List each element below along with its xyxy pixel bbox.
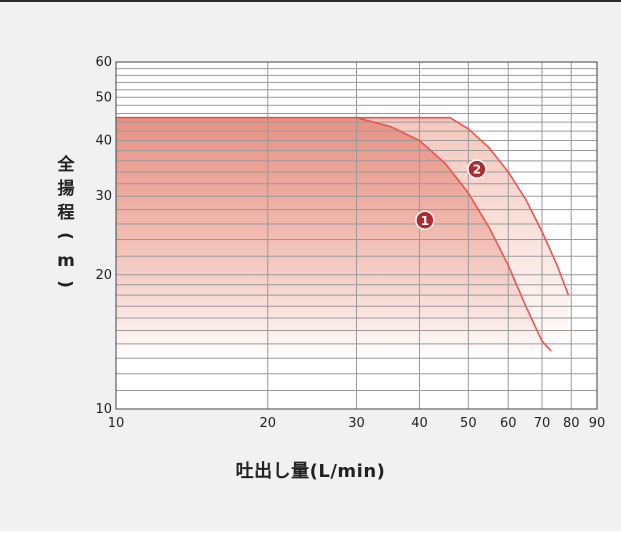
- x-tick-label: 10: [108, 416, 125, 431]
- y-tick-label: 30: [95, 189, 112, 204]
- curve-2-marker: [467, 159, 487, 179]
- curve-1-area: [116, 117, 552, 359]
- y-axis-label-char: 程: [58, 203, 75, 223]
- x-tick-label: 20: [259, 416, 276, 431]
- y-axis-label-char: m: [57, 251, 75, 271]
- y-axis-label-char: 全: [57, 154, 76, 175]
- x-tick-label: 40: [411, 416, 428, 431]
- curve-2-line: [116, 116, 570, 296]
- y-tick-label: 40: [95, 134, 112, 149]
- y-tick-label: 20: [95, 268, 112, 283]
- plot-frame: [115, 61, 598, 410]
- x-tick-label: 30: [348, 416, 365, 431]
- y-tick-label: 10: [95, 402, 112, 417]
- curve-1-line: [116, 116, 552, 352]
- x-tick-label: 60: [500, 416, 517, 431]
- x-tick-label: 80: [563, 416, 580, 431]
- y-tick-label: 60: [95, 55, 112, 70]
- x-axis-label: 吐出し量(L/min): [235, 461, 386, 482]
- x-tick-label: 70: [534, 416, 551, 431]
- x-tick-label: 90: [589, 416, 606, 431]
- y-axis-label: 全揚程 ( m): [55, 154, 76, 288]
- y-axis-label-char: (: [55, 232, 75, 240]
- curve-1-marker: [415, 210, 435, 231]
- y-axis-label-char: 揚: [58, 179, 75, 199]
- curve-1-marker-label: 1: [421, 214, 429, 228]
- y-axis-label-char: ): [55, 280, 75, 288]
- x-tick-label: 50: [460, 416, 477, 431]
- y-tick-label: 50: [95, 90, 112, 105]
- curve-2-marker-label: 2: [473, 163, 481, 177]
